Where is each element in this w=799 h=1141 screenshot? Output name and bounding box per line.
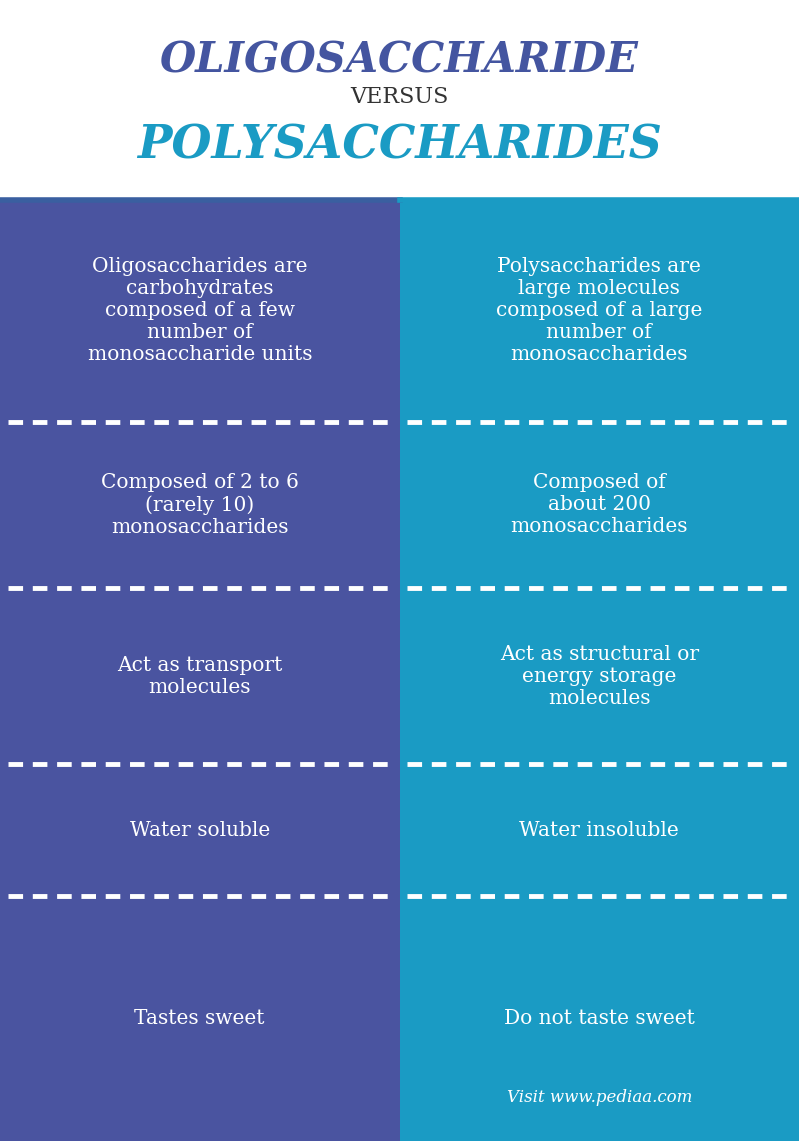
Text: POLYSACCHARIDES: POLYSACCHARIDES [137, 122, 662, 168]
Bar [400, 896, 799, 1141]
Text: Composed of 2 to 6
(rarely 10)
monosaccharides: Composed of 2 to 6 (rarely 10) monosacch… [101, 474, 299, 536]
Bar [400, 422, 799, 588]
Bar [0, 200, 400, 422]
Text: VERSUS: VERSUS [350, 86, 449, 107]
Text: Composed of
about 200
monosaccharides: Composed of about 200 monosaccharides [511, 474, 688, 536]
Bar [0, 764, 400, 896]
Text: Act as structural or
energy storage
molecules: Act as structural or energy storage mole… [499, 645, 699, 707]
Bar [400, 200, 799, 422]
Text: Oligosaccharides are
carbohydrates
composed of a few
number of
monosaccharide un: Oligosaccharides are carbohydrates compo… [88, 258, 312, 364]
Text: Water insoluble: Water insoluble [519, 820, 679, 840]
Text: OLIGOSACCHARIDE: OLIGOSACCHARIDE [160, 40, 639, 82]
Text: Water soluble: Water soluble [129, 820, 270, 840]
Text: Act as transport
molecules: Act as transport molecules [117, 656, 282, 696]
Text: Polysaccharides are
large molecules
composed of a large
number of
monosaccharide: Polysaccharides are large molecules comp… [496, 258, 702, 364]
Bar [400, 588, 799, 764]
Bar [400, 764, 799, 896]
Bar [0, 896, 400, 1141]
Text: Tastes sweet: Tastes sweet [134, 1009, 265, 1028]
Text: Do not taste sweet: Do not taste sweet [504, 1009, 694, 1028]
Text: Visit www.pediaa.com: Visit www.pediaa.com [507, 1090, 692, 1106]
Bar [0, 422, 400, 588]
Bar [0, 588, 400, 764]
